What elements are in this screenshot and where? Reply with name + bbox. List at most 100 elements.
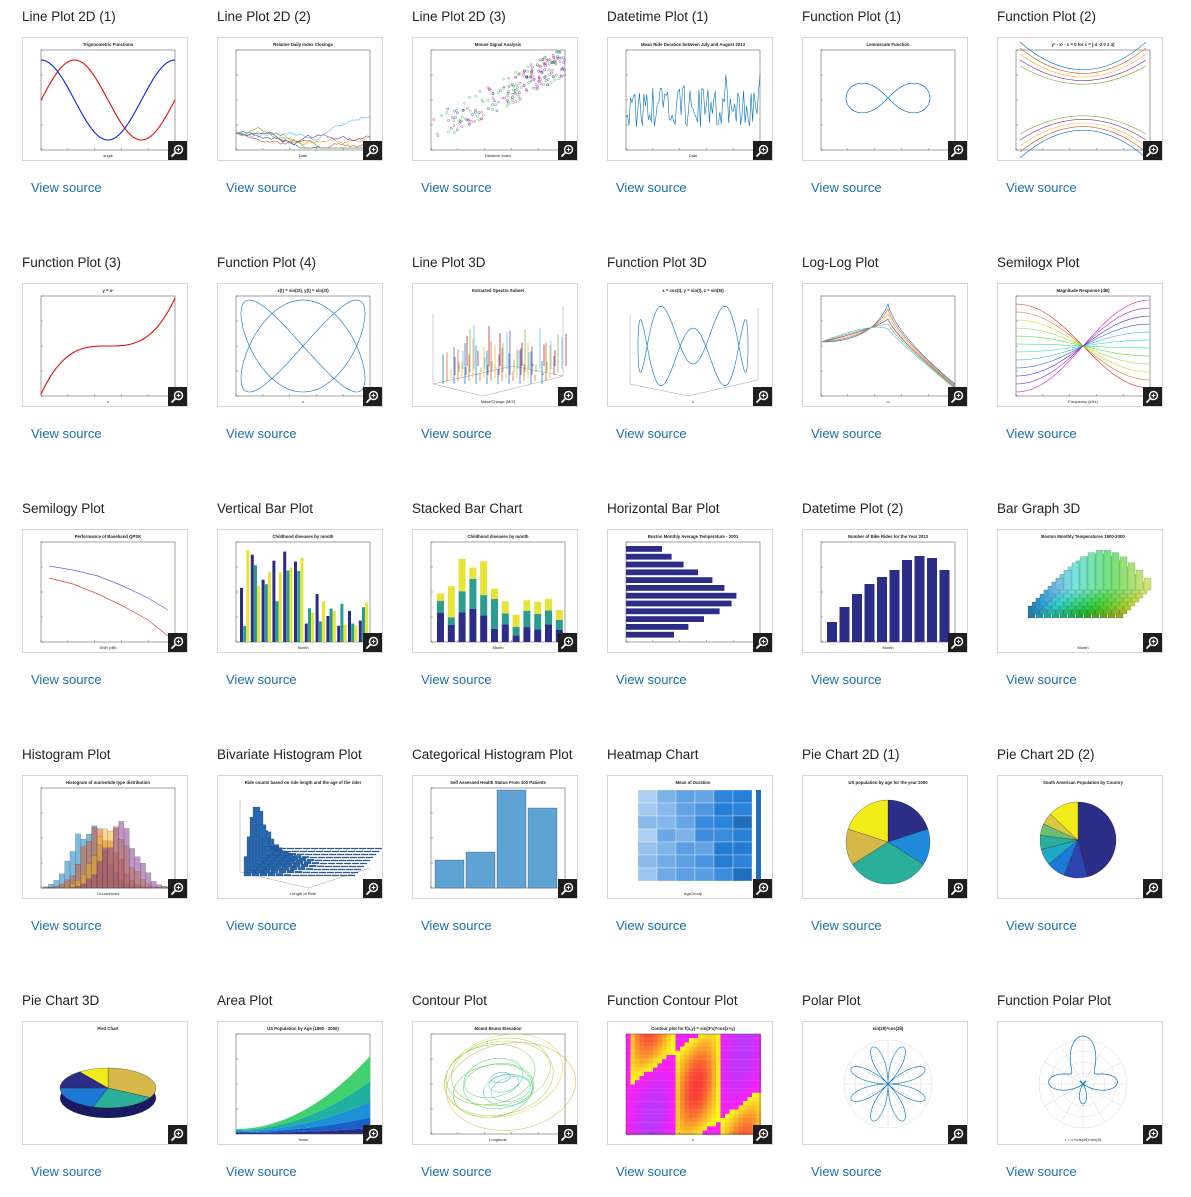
zoom-in-icon[interactable] [558,387,577,406]
view-source-link[interactable]: View source [31,180,102,195]
zoom-in-icon[interactable] [753,387,772,406]
view-source-link[interactable]: View source [31,426,102,441]
zoom-in-icon[interactable] [558,1125,577,1144]
zoom-in-icon[interactable] [948,633,967,652]
plot-thumbnail[interactable]: Relative Daily Index Closings Date [217,37,383,161]
zoom-in-icon[interactable] [1143,387,1162,406]
card-title: Function Plot (3) [22,255,122,270]
view-source-link[interactable]: View source [226,180,297,195]
view-source-link[interactable]: View source [811,918,882,933]
plot-thumbnail[interactable]: Boston Monthly Average Temperature - 200… [607,529,773,653]
zoom-in-icon[interactable] [753,879,772,898]
plot-thumbnail[interactable]: Childhood diseases by month Month [217,529,383,653]
plot-thumbnail[interactable]: Mouse Signal Analysis Distance Index [412,37,578,161]
zoom-in-icon[interactable] [948,879,967,898]
view-source-link[interactable]: View source [616,426,687,441]
view-source-link[interactable]: View source [31,918,102,933]
plot-thumbnail[interactable]: y = x³ x [22,283,188,407]
zoom-in-icon[interactable] [363,879,382,898]
plot-thumbnail-image: Boston Monthly Temperatures 1900-2000 Mon… [1027,534,1152,650]
zoom-in-icon[interactable] [1143,633,1162,652]
view-source-link[interactable]: View source [616,918,687,933]
view-source-link[interactable]: View source [811,180,882,195]
zoom-in-icon[interactable] [753,141,772,160]
view-source-link[interactable]: View source [811,426,882,441]
plot-title: South American Population by Country [1043,780,1124,785]
view-source-link[interactable]: View source [421,918,492,933]
card-title: Line Plot 3D [412,255,486,270]
view-source-link[interactable]: View source [811,672,882,687]
card-title: Vertical Bar Plot [217,501,314,516]
view-source-link[interactable]: View source [1006,672,1077,687]
card-title: Pie Chart 2D (1) [802,747,900,762]
view-source-link[interactable]: View source [31,672,102,687]
plot-thumbnail[interactable]: x(t) = sin(2t), y(t) = sin(3t) x [217,283,383,407]
plot-thumbnail[interactable]: Mean of Duration AgeGroup [607,775,773,899]
zoom-in-icon[interactable] [753,633,772,652]
zoom-in-icon[interactable] [1143,1125,1162,1144]
plot-thumbnail[interactable]: US Population by Age (1860 - 2000) Years [217,1021,383,1145]
view-source-link[interactable]: View source [226,1164,297,1179]
plot-thumbnail[interactable]: Histogram of nucleotide type distributio… [22,775,188,899]
view-source-link[interactable]: View source [31,1164,102,1179]
zoom-in-icon[interactable] [948,387,967,406]
view-source-link[interactable]: View source [226,918,297,933]
plot-thumbnail[interactable]: Mean Ride Duration between July and Augu… [607,37,773,161]
zoom-in-icon[interactable] [168,387,187,406]
zoom-in-icon[interactable] [168,1125,187,1144]
view-source-link[interactable]: View source [1006,426,1077,441]
view-source-link[interactable]: View source [421,180,492,195]
view-source-link[interactable]: View source [811,1164,882,1179]
zoom-in-icon[interactable] [558,633,577,652]
plot-thumbnail[interactable]: Number of Bike Rides for the Year 2013 Mo… [802,529,968,653]
plot-thumbnail[interactable]: Lemniscate Function [802,37,968,161]
plot-thumbnail[interactable]: Mount Bruno Elevation Longitude [412,1021,578,1145]
zoom-in-icon[interactable] [363,141,382,160]
plot-thumbnail[interactable]: Ride counts based on ride length and the… [217,775,383,899]
zoom-in-icon[interactable] [168,633,187,652]
plot-thumbnail-image: r = 1+cos(4θ)+sin(θ) [1038,1035,1128,1142]
plot-thumbnail[interactable]: Childhood diseases by month Month [412,529,578,653]
zoom-in-icon[interactable] [1143,141,1162,160]
view-source-link[interactable]: View source [616,1164,687,1179]
plot-thumbnail-image: Number of Bike Rides for the Year 2013 Mo… [820,534,956,650]
zoom-in-icon[interactable] [363,1125,382,1144]
plot-thumbnail[interactable]: Pie3 Chart [22,1021,188,1145]
zoom-in-icon[interactable] [363,387,382,406]
zoom-in-icon[interactable] [558,141,577,160]
plot-thumbnail[interactable]: ω [802,283,968,407]
view-source-link[interactable]: View source [421,672,492,687]
zoom-in-icon[interactable] [753,1125,772,1144]
view-source-link[interactable]: View source [1006,1164,1077,1179]
plot-thumbnail[interactable]: Performance of Baseband QPSK SNR (dB) [22,529,188,653]
plot-thumbnail[interactable]: Trigonometric Functions angle [22,37,188,161]
plot-thumbnail[interactable]: South American Population by Country [997,775,1163,899]
plot-thumbnail[interactable]: Boston Monthly Temperatures 1900-2000 Mon… [997,529,1163,653]
view-source-link[interactable]: View source [616,672,687,687]
zoom-in-icon[interactable] [948,1125,967,1144]
zoom-in-icon[interactable] [558,879,577,898]
zoom-in-icon[interactable] [168,879,187,898]
plot-thumbnail[interactable]: sin(2θ)*cos(2θ) [802,1021,968,1145]
plot-thumbnail[interactable]: Contour plot for f(x,y) = sin(3*x)*cos(x… [607,1021,773,1145]
zoom-in-icon[interactable] [363,633,382,652]
view-source-link[interactable]: View source [421,1164,492,1179]
plot-thumbnail[interactable]: Extracted Spectra Subset Mass/Charge (M/Z… [412,283,578,407]
plot-xlabel: Month [297,645,308,650]
plot-thumbnail[interactable]: y² - x³ - c = 0 for c = [-4 -2 0 2 4] [997,37,1163,161]
zoom-in-icon[interactable] [1143,879,1162,898]
view-source-link[interactable]: View source [616,180,687,195]
plot-thumbnail[interactable]: US population by age for the year 2000 [802,775,968,899]
zoom-in-icon[interactable] [168,141,187,160]
view-source-link[interactable]: View source [1006,918,1077,933]
zoom-in-icon[interactable] [948,141,967,160]
view-source-link[interactable]: View source [226,672,297,687]
card-title: Pie Chart 2D (2) [997,747,1095,762]
view-source-link[interactable]: View source [226,426,297,441]
plot-thumbnail[interactable]: Magnitude Response (dB) Frequency (kHz) [997,283,1163,407]
view-source-link[interactable]: View source [1006,180,1077,195]
plot-thumbnail[interactable]: Self Assessed Health Status From 100 Pat… [412,775,578,899]
view-source-link[interactable]: View source [421,426,492,441]
plot-thumbnail[interactable]: x = cos(t), y = sin(t), z = sin(5t) x [607,283,773,407]
plot-thumbnail[interactable]: r = 1+cos(4θ)+sin(θ) [997,1021,1163,1145]
